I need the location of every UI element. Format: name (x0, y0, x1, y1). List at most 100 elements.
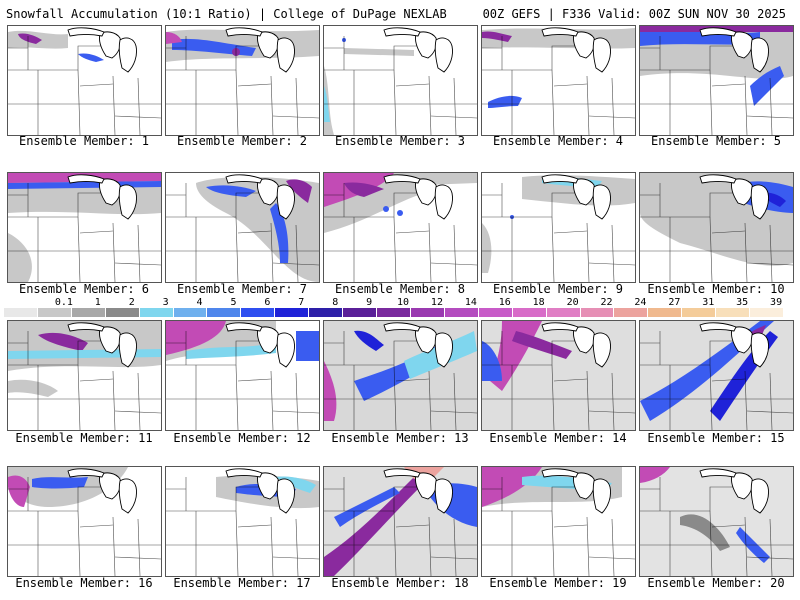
colorbar-tick-label: 7 (298, 297, 305, 308)
ensemble-member-label: Ensemble Member: 16 (15, 576, 153, 590)
ensemble-member-map (323, 172, 478, 283)
ensemble-member-label: Ensemble Member: 10 (647, 282, 785, 296)
ensemble-member-map (7, 320, 162, 431)
colorbar-tick-label: 9 (366, 297, 373, 308)
ensemble-member-label: Ensemble Member: 4 (492, 134, 624, 148)
ensemble-member-label: Ensemble Member: 19 (489, 576, 627, 590)
snowfall-map-graphic (8, 27, 161, 135)
colorbar-tick-label: 12 (430, 297, 443, 308)
colorbar-swatch (207, 308, 242, 317)
ensemble-member-map (165, 25, 320, 136)
ensemble-member-label: Ensemble Member: 7 (176, 282, 308, 296)
ensemble-member-map (323, 320, 478, 431)
snowfall-map-graphic (640, 26, 793, 135)
ensemble-member-label: Ensemble Member: 15 (647, 431, 785, 445)
colorbar-tick-label: 18 (532, 297, 545, 308)
snowfall-map-graphic (8, 321, 161, 430)
ensemble-member-label: Ensemble Member: 20 (647, 576, 785, 590)
ensemble-member-map (639, 320, 794, 431)
colorbar-swatch (444, 308, 479, 317)
colorbar-tick-label: 31 (702, 297, 715, 308)
ensemble-member-map (639, 172, 794, 283)
ensemble-member-map (323, 466, 478, 577)
ensemble-member-label: Ensemble Member: 12 (173, 431, 311, 445)
header: Snowfall Accumulation (10:1 Ratio) | Col… (0, 0, 800, 22)
valid-time: 00Z GEFS | F336 Valid: 00Z SUN NOV 30 20… (482, 7, 786, 21)
colorbar-swatch (71, 308, 106, 317)
colorbar-tick-label: 27 (668, 297, 681, 308)
colorbar-swatch (139, 308, 174, 317)
colorbar: 0.1 1 2 3 4 5 6 7 8 9 10 12 14 16 18 20 22 24 27 31 35 39 (4, 297, 784, 318)
snowfall-map-graphic (324, 173, 477, 282)
colorbar-tick-label: 0.1 (54, 297, 73, 308)
map-title: Snowfall Accumulation (10:1 Ratio) | Col… (6, 7, 447, 21)
colorbar-swatch (648, 308, 683, 317)
colorbar-tick-label: 10 (397, 297, 410, 308)
colorbar-tick-label: 20 (566, 297, 579, 308)
colorbar-tick-label: 2 (128, 297, 135, 308)
ensemble-member-map (165, 320, 320, 431)
colorbar-swatch (410, 308, 445, 317)
ensemble-member-label: Ensemble Member: 18 (331, 576, 469, 590)
snowfall-map-graphic (166, 321, 319, 430)
ensemble-member-label: Ensemble Member: 8 (334, 282, 466, 296)
snowfall-map-graphic (324, 27, 477, 135)
ensemble-member-map (165, 466, 320, 577)
ensemble-member-map (639, 466, 794, 577)
ensemble-member-map (7, 172, 162, 283)
snowfall-map-graphic (324, 321, 477, 430)
colorbar-swatch (716, 308, 751, 317)
colorbar-tick-label: 39 (770, 297, 783, 308)
colorbar-tick-label: 5 (230, 297, 237, 308)
colorbar-swatch (682, 308, 717, 317)
ensemble-member-map (481, 172, 636, 283)
colorbar-swatch (37, 308, 72, 317)
colorbar-swatch (512, 308, 547, 317)
colorbar-tick-label: 24 (634, 297, 647, 308)
colorbar-swatch (614, 308, 649, 317)
colorbar-swatch (4, 308, 38, 317)
ensemble-member-label: Ensemble Member: 14 (489, 431, 627, 445)
colorbar-swatch (105, 308, 140, 317)
colorbar-tick-label: 14 (464, 297, 477, 308)
ensemble-member-label: Ensemble Member: 2 (176, 134, 308, 148)
colorbar-tick-label: 1 (94, 297, 101, 308)
ensemble-member-map (323, 25, 478, 136)
colorbar-swatch (546, 308, 581, 317)
colorbar-swatch (343, 308, 378, 317)
colorbar-tick-label: 16 (498, 297, 511, 308)
snowfall-map-graphic (482, 27, 635, 135)
snowfall-map-graphic (166, 468, 319, 576)
ensemble-member-map (481, 466, 636, 577)
ensemble-member-label: Ensemble Member: 9 (492, 282, 624, 296)
colorbar-tick-label: 3 (162, 297, 169, 308)
colorbar-swatch (478, 308, 513, 317)
ensemble-member-label: Ensemble Member: 17 (173, 576, 311, 590)
colorbar-swatch (241, 308, 276, 317)
snowfall-map-graphic (166, 174, 319, 282)
colorbar-tick-label: 35 (736, 297, 749, 308)
snowfall-map-graphic (8, 173, 161, 282)
snowfall-map-graphic (324, 467, 477, 576)
ensemble-member-label: Ensemble Member: 6 (18, 282, 150, 296)
ensemble-member-map (7, 466, 162, 577)
ensemble-member-label: Ensemble Member: 11 (15, 431, 153, 445)
ensemble-member-map (481, 320, 636, 431)
colorbar-swatch (173, 308, 208, 317)
ensemble-member-map (639, 25, 794, 136)
snowfall-map-graphic (482, 467, 635, 576)
ensemble-member-label: Ensemble Member: 1 (18, 134, 150, 148)
colorbar-tick-label: 6 (264, 297, 271, 308)
ensemble-member-label: Ensemble Member: 3 (334, 134, 466, 148)
snowfall-map-graphic (482, 174, 635, 282)
colorbar-swatch (309, 308, 344, 317)
ensemble-member-label: Ensemble Member: 13 (331, 431, 469, 445)
ensemble-member-map (7, 25, 162, 136)
colorbar-swatch (275, 308, 310, 317)
snowfall-map-graphic (640, 467, 793, 576)
ensemble-member-map (165, 172, 320, 283)
colorbar-tick-label: 8 (332, 297, 339, 308)
snowfall-map-graphic (8, 467, 161, 576)
ensemble-member-label: Ensemble Member: 5 (650, 134, 782, 148)
colorbar-swatch (750, 308, 784, 317)
